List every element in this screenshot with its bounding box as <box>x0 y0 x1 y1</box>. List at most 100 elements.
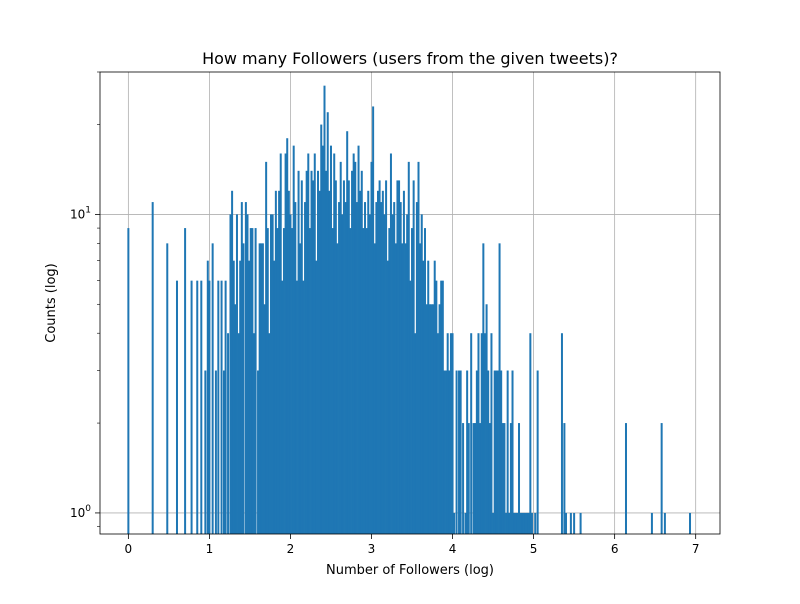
bar <box>310 170 313 535</box>
bar <box>511 370 514 534</box>
bar <box>466 370 469 534</box>
bar <box>527 512 530 534</box>
bar <box>440 280 443 534</box>
bar <box>211 243 214 534</box>
bar <box>650 512 653 534</box>
bar <box>249 228 252 534</box>
bar <box>624 423 627 534</box>
bar <box>365 228 368 534</box>
bar <box>482 243 485 534</box>
bar <box>261 243 264 534</box>
bar <box>214 370 217 534</box>
bar <box>660 423 663 534</box>
bar <box>487 370 490 534</box>
bar <box>284 153 287 535</box>
bar <box>367 190 370 535</box>
bar <box>417 161 420 535</box>
bar <box>412 180 415 534</box>
bar <box>490 333 493 534</box>
bar <box>518 423 521 534</box>
bar <box>689 512 692 534</box>
bar <box>573 512 576 534</box>
bar <box>318 190 321 535</box>
bar <box>372 106 375 534</box>
bar <box>190 280 193 534</box>
bar <box>240 202 243 534</box>
bar <box>423 228 426 534</box>
x-tick-label: 0 <box>125 542 133 556</box>
x-tick-label: 2 <box>287 542 295 556</box>
bar <box>291 228 294 534</box>
bar <box>448 370 451 534</box>
bar <box>200 280 203 534</box>
bar <box>265 161 268 535</box>
bar <box>663 512 666 534</box>
x-tick-label: 1 <box>206 542 214 556</box>
bar <box>239 260 242 534</box>
bar <box>166 243 169 534</box>
bar <box>479 423 482 534</box>
bar <box>206 260 209 534</box>
bar <box>234 304 237 534</box>
bar <box>254 228 257 534</box>
bar <box>380 202 383 534</box>
bar <box>526 512 529 534</box>
bar <box>503 423 506 534</box>
bar <box>325 170 328 535</box>
x-axis-label: Number of Followers (log) <box>326 563 494 578</box>
bar <box>321 145 324 534</box>
bar <box>354 161 357 535</box>
bar <box>420 214 423 535</box>
y-axis-label: Counts (log) <box>44 263 59 342</box>
bar <box>326 112 329 535</box>
bar <box>235 214 238 535</box>
bar <box>279 153 282 535</box>
bar <box>341 214 344 535</box>
bar <box>334 180 337 534</box>
bar <box>522 512 525 534</box>
bar <box>505 512 508 534</box>
bar <box>263 304 266 534</box>
bar <box>312 180 315 534</box>
bar <box>435 280 438 534</box>
bar <box>378 180 381 534</box>
bar <box>407 161 410 535</box>
y-tick-label: 100 <box>70 504 91 520</box>
bar <box>483 333 486 534</box>
chart-title: How many Followers (users from the given… <box>202 49 618 68</box>
bar <box>294 202 297 534</box>
x-tick-label: 5 <box>530 542 538 556</box>
bar <box>506 370 509 534</box>
bar <box>331 228 334 534</box>
bar <box>415 202 418 534</box>
bar <box>329 145 332 534</box>
bar <box>438 304 441 534</box>
bar <box>370 161 373 535</box>
bar <box>579 512 582 534</box>
bar <box>360 170 363 535</box>
bar <box>495 370 498 534</box>
bar <box>414 333 417 534</box>
bar <box>351 170 354 535</box>
bar <box>396 180 399 534</box>
bar <box>151 202 154 534</box>
bar <box>246 214 249 535</box>
bar <box>349 228 352 534</box>
bar <box>227 333 230 534</box>
bar <box>217 280 220 534</box>
bar <box>270 214 273 535</box>
bar <box>488 423 491 534</box>
bar <box>428 304 431 534</box>
bar <box>313 153 316 535</box>
bar <box>315 260 318 534</box>
bar <box>242 243 245 534</box>
bar <box>352 153 355 535</box>
bar <box>508 512 511 534</box>
bar <box>485 304 488 534</box>
bar <box>402 190 405 535</box>
axes-layer: 0 1 2 3 4 5 6 7 100 101 <box>70 71 721 556</box>
bar <box>297 170 300 535</box>
bar <box>388 228 391 534</box>
bar <box>446 333 449 534</box>
bar <box>560 333 563 534</box>
